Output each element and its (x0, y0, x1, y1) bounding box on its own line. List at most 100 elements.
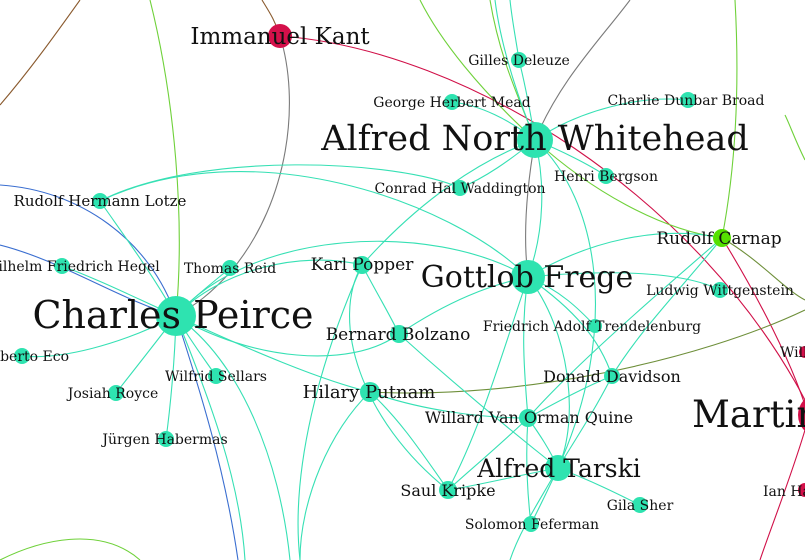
edge-frege-tarski (527, 276, 570, 469)
label-hilary-putnam: Hilary Putnam (303, 382, 436, 403)
node-alfred-tarski[interactable] (545, 455, 571, 481)
edge-kant-heidegger (279, 35, 805, 401)
node-alfred-north-whitehead[interactable] (517, 122, 553, 158)
edge-peirce-popper (175, 259, 363, 317)
node-charles-peirce[interactable] (156, 296, 196, 336)
label-gilles-deleuze: Gilles Deleuze (468, 53, 570, 69)
node-conrad-hal-waddington[interactable] (452, 180, 468, 196)
node-friedrich-adolf-trendelenburg[interactable] (588, 319, 602, 333)
node-henri-bergson[interactable] (598, 168, 614, 184)
edge-whitehead-tarski (534, 139, 596, 469)
label-alfred-north-whitehead: Alfred North Whitehead (320, 119, 749, 159)
node-josiah-royce[interactable] (108, 385, 124, 401)
label-charles-peirce: Charles Peirce (32, 293, 313, 337)
node-saul-kripke[interactable] (439, 481, 457, 499)
edge-lotze-frege (99, 171, 529, 278)
edge-peirce-eco (21, 315, 177, 358)
edge-carnap-olive (721, 237, 805, 301)
node-gilles-deleuze[interactable] (511, 52, 527, 68)
edge-carnap-heidegger (721, 237, 805, 406)
node-jurgen-habermas[interactable] (158, 431, 174, 447)
node-donald-davidson[interactable] (604, 368, 620, 384)
edge-peirce-frege (175, 240, 529, 317)
edge-frege-whitehead (525, 139, 536, 278)
label-josiah-royce: Josiah Royce (66, 386, 159, 402)
node-ludwig-wittgenstein[interactable] (712, 282, 728, 298)
edge-putnam-quine (369, 391, 529, 419)
node-willard-van-orman-quine[interactable] (519, 409, 537, 427)
node-hilary-putnam[interactable] (360, 382, 380, 402)
node-ian-hacking[interactable] (798, 483, 805, 497)
edge-frege-davidson (527, 276, 613, 377)
edge-quine-kripke (447, 417, 529, 491)
nodes (14, 24, 805, 532)
label-solomon-feferman: Solomon Feferman (465, 517, 599, 533)
edge-carnap-up (721, 0, 738, 239)
node-karl-popper[interactable] (353, 256, 371, 274)
edge-topleft-brown (0, 0, 81, 106)
node-martin-heidegger[interactable] (798, 393, 805, 437)
labels: Immanuel Kant Gilles Deleuze George Herb… (0, 24, 805, 533)
label-bernard-bolzano: Bernard Bolzano (326, 325, 471, 345)
edge-peirce-putnam (175, 315, 371, 393)
node-rudolf-carnap[interactable] (713, 229, 731, 247)
edge-bolzano-tarski (398, 333, 559, 469)
node-solomon-feferman[interactable] (523, 516, 539, 532)
edge-whitehead-green-top2 (419, 0, 536, 141)
edge-frege-quine (523, 276, 529, 419)
node-gottlob-frege[interactable] (511, 260, 545, 294)
node-rudolf-hermann-lotze[interactable] (92, 193, 108, 209)
edge-frege-kripke (447, 276, 529, 491)
node-wilfrid-sellars[interactable] (208, 368, 224, 384)
edge-peirce-down1 (175, 315, 246, 560)
label-george-herbert-mead: George Herbert Mead (373, 95, 530, 111)
label-thomas-reid: Thomas Reid (184, 261, 276, 277)
node-immanuel-kant[interactable] (268, 24, 292, 48)
edge-frege-carnap (527, 232, 723, 278)
label-umberto-eco: Umberto Eco (0, 349, 69, 365)
label-charlie-dunbar-broad: Charlie Dunbar Broad (608, 93, 765, 109)
label-saul-kripke: Saul Kripke (400, 481, 495, 500)
label-gottlob-frege: Gottlob Frege (421, 260, 633, 295)
label-ian-hacking: Ian Hacking (763, 484, 805, 500)
label-gila-sher: Gila Sher (607, 498, 674, 514)
label-william-james: William James (780, 345, 805, 361)
label-ludwig-wittgenstein: Ludwig Wittgenstein (646, 283, 794, 299)
label-martin-heidegger: Martin Heidegger (692, 393, 805, 436)
label-friedrich-adolf-trendelenburg: Friedrich Adolf Trendelenburg (483, 319, 701, 335)
edge-whitehead-up (534, 0, 631, 141)
edge-putnam-bottom (299, 391, 371, 560)
edge-deleuze-top (509, 0, 520, 61)
node-george-herbert-mead[interactable] (444, 94, 460, 110)
edge-popper-bolzano (361, 264, 400, 335)
label-alfred-tarski: Alfred Tarski (476, 454, 641, 483)
edge-carnap-quine (527, 237, 723, 419)
node-thomas-reid[interactable] (222, 260, 238, 276)
label-rudolf-carnap: Rudolf Carnap (656, 229, 781, 249)
edge-peirce-down2 (175, 315, 291, 560)
edge-putnam-tarski (369, 391, 449, 491)
node-charlie-dunbar-broad[interactable] (680, 92, 696, 108)
edge-whitehead-top (494, 0, 536, 141)
edge-carnap-davidson (611, 237, 723, 377)
edge-lotze-blue (0, 184, 177, 317)
node-gila-sher[interactable] (632, 497, 648, 513)
edge-carnap-whitehead (534, 139, 723, 239)
label-karl-popper: Karl Popper (311, 255, 415, 275)
edge-peirce-blue-down (175, 315, 239, 560)
edge-peirce-blue-left (0, 244, 177, 317)
label-jurgen-habermas: Jürgen Habermas (100, 432, 227, 448)
node-william-james[interactable] (799, 346, 805, 358)
node-wilhelm-friedrich-hegel[interactable] (54, 258, 70, 274)
edge-popper-bottom (297, 264, 363, 560)
edge-right-green (784, 114, 805, 161)
node-bernard-bolzano[interactable] (390, 325, 408, 343)
edge-putnam-olive (369, 309, 805, 394)
edge-frege-wittgenstein (527, 272, 721, 291)
node-umberto-eco[interactable] (14, 348, 30, 364)
edge-peirce-green-top (149, 0, 180, 317)
label-immanuel-kant: Immanuel Kant (190, 24, 370, 50)
